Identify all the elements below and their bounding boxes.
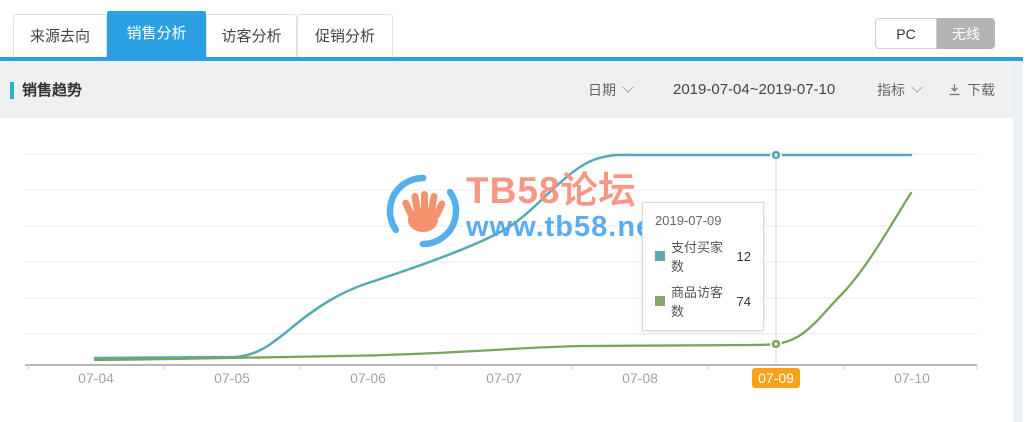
product-visitors-marker[interactable]: [770, 338, 782, 350]
chevron-down-icon: [622, 81, 634, 93]
axis-ticks: [27, 365, 978, 370]
series-product-visitors-line: [93, 191, 913, 362]
tab-bar: 来源去向 销售分析 访客分析 促销分析 PC 无线: [0, 0, 1027, 61]
tooltip-value: 12: [736, 248, 751, 264]
x-tick-label: 07-08: [622, 370, 658, 386]
date-filter-label: 日期: [588, 81, 616, 98]
tab-visitor-analysis[interactable]: 访客分析: [206, 14, 297, 57]
metric-filter-dropdown[interactable]: 指标: [877, 61, 923, 118]
tab-source-destination[interactable]: 来源去向: [13, 14, 107, 57]
right-page-gutter: [1013, 61, 1023, 422]
paid-buyers-marker[interactable]: [770, 149, 782, 161]
device-toggle: PC 无线: [875, 18, 995, 49]
tooltip-row-paid-buyers: 支付买家数 12: [655, 237, 751, 275]
gridlines: [25, 153, 977, 335]
download-button[interactable]: 下载: [948, 61, 995, 118]
title-accent-bar: [10, 82, 14, 99]
product-visitors-legend-swatch: [655, 296, 665, 306]
x-tick-label: 07-04: [78, 370, 114, 386]
download-label: 下载: [967, 81, 995, 98]
chart-tooltip: 2019-07-09 支付买家数 12 商品访客数 74: [642, 202, 764, 331]
tooltip-label: 支付买家数: [671, 240, 724, 274]
x-tick-label: 07-05: [214, 370, 250, 386]
panel-header: 销售趋势 日期 2019-07-04~2019-07-10 指标 下载: [0, 61, 1023, 118]
x-tick-label: 07-06: [350, 370, 386, 386]
highlighted-date-badge[interactable]: 07-09: [752, 368, 800, 388]
x-tick-label: 07-07: [486, 370, 522, 386]
tooltip-row-product-visitors: 商品访客数 74: [655, 282, 751, 320]
x-tick-label-highlighted[interactable]: 07-09: [744, 368, 808, 388]
paid-buyers-legend-swatch: [655, 251, 665, 261]
tooltip-date: 2019-07-09: [655, 213, 722, 228]
date-range[interactable]: 2019-07-04~2019-07-10: [673, 81, 836, 98]
chevron-down-icon: [911, 81, 923, 93]
pc-toggle-button[interactable]: PC: [875, 18, 937, 49]
sales-trend-chart[interactable]: TB58论坛 www.tb58.net 2019-07-09 支付买家数 12 …: [0, 118, 1013, 422]
x-axis-labels: 07-04 07-05 07-06 07-07 07-08 07-09 07-1…: [0, 368, 1013, 392]
tooltip-value: 74: [736, 293, 751, 309]
x-tick-label: 07-10: [894, 370, 930, 386]
download-icon: [949, 84, 960, 96]
wireless-toggle-button[interactable]: 无线: [937, 18, 995, 49]
series-paid-buyers-line: [93, 153, 913, 360]
page-title: 销售趋势: [22, 82, 83, 99]
tab-promotion-analysis[interactable]: 促销分析: [297, 14, 393, 57]
line-chart-canvas: [25, 149, 978, 370]
tooltip-label: 商品访客数: [671, 285, 724, 319]
metric-filter-label: 指标: [877, 81, 905, 98]
tab-sales-analysis[interactable]: 销售分析: [107, 11, 206, 57]
active-tab-underline: [0, 57, 1023, 61]
date-filter-dropdown[interactable]: 日期: [588, 61, 634, 118]
